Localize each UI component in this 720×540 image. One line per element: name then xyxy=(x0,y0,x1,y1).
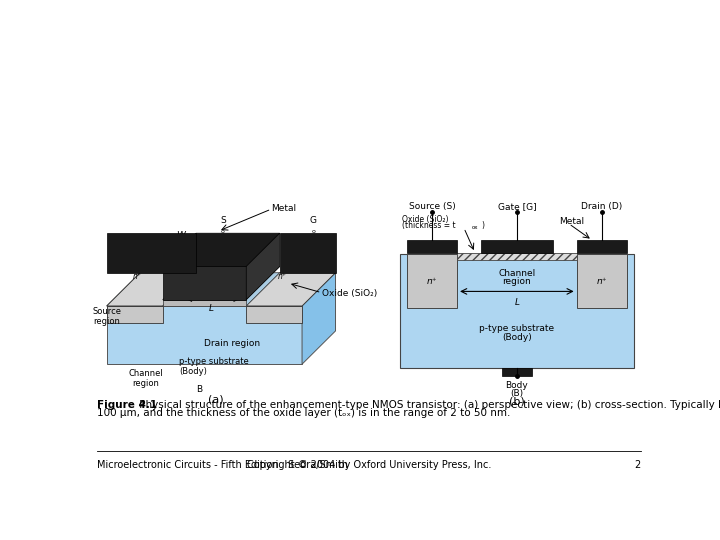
Text: (a): (a) xyxy=(208,395,223,404)
Text: Gate [G]: Gate [G] xyxy=(498,201,536,211)
Text: Oxide (SiO₂): Oxide (SiO₂) xyxy=(402,215,449,224)
Polygon shape xyxy=(163,300,246,306)
Text: ): ) xyxy=(482,221,485,230)
Polygon shape xyxy=(107,306,163,322)
Text: n⁺: n⁺ xyxy=(596,276,607,286)
Text: region: region xyxy=(503,278,531,286)
Text: n⁺: n⁺ xyxy=(278,272,287,281)
Text: Physical structure of the enhancement-type NMOS transistor: (a) perspective view: Physical structure of the enhancement-ty… xyxy=(136,400,720,409)
Text: (thickness = t: (thickness = t xyxy=(402,221,456,230)
Text: W: W xyxy=(176,231,185,240)
Text: 100 μm, and the thickness of the oxide layer (tₒₓ) is in the range of 2 to 50 nm: 100 μm, and the thickness of the oxide l… xyxy=(97,408,510,418)
Text: o: o xyxy=(221,229,225,234)
Text: o: o xyxy=(311,229,315,234)
Text: 2: 2 xyxy=(634,460,641,470)
Polygon shape xyxy=(481,240,553,253)
Polygon shape xyxy=(246,273,336,306)
Text: (Body): (Body) xyxy=(502,333,532,342)
Text: n⁺: n⁺ xyxy=(133,272,142,281)
Polygon shape xyxy=(457,253,577,260)
Polygon shape xyxy=(163,233,280,266)
Polygon shape xyxy=(577,254,627,308)
Polygon shape xyxy=(163,266,246,300)
Text: (b): (b) xyxy=(509,396,525,407)
Polygon shape xyxy=(246,306,302,322)
Text: Source
region: Source region xyxy=(93,307,122,326)
Polygon shape xyxy=(163,266,280,300)
Text: L: L xyxy=(514,298,519,307)
Polygon shape xyxy=(407,240,457,253)
Text: p-type substrate: p-type substrate xyxy=(480,325,554,333)
Polygon shape xyxy=(280,233,336,273)
Text: Source (S): Source (S) xyxy=(409,201,456,211)
Text: Metal: Metal xyxy=(559,217,584,226)
Text: B: B xyxy=(196,384,202,394)
Text: L: L xyxy=(209,304,214,313)
Text: D: D xyxy=(327,258,334,267)
Text: G: G xyxy=(310,216,317,225)
Text: Drain region: Drain region xyxy=(204,339,261,348)
Text: Metal: Metal xyxy=(271,204,297,213)
Polygon shape xyxy=(246,233,280,300)
Polygon shape xyxy=(107,273,196,306)
Polygon shape xyxy=(302,273,336,364)
Text: Body: Body xyxy=(505,381,528,390)
Polygon shape xyxy=(577,240,627,253)
Polygon shape xyxy=(107,273,336,306)
Text: Channel: Channel xyxy=(498,269,536,278)
Text: Copyright © 2004 by Oxford University Press, Inc.: Copyright © 2004 by Oxford University Pr… xyxy=(247,460,491,470)
Text: Microelectronic Circuits - Fifth Edition   Sedra/Smith: Microelectronic Circuits - Fifth Edition… xyxy=(97,460,348,470)
Text: Channel
region: Channel region xyxy=(128,369,163,388)
Text: (B): (B) xyxy=(510,389,523,398)
Text: S: S xyxy=(220,216,225,225)
Polygon shape xyxy=(502,368,532,376)
Polygon shape xyxy=(407,254,457,308)
Polygon shape xyxy=(400,254,634,368)
Polygon shape xyxy=(107,233,196,273)
Text: p-type substrate
(Body): p-type substrate (Body) xyxy=(179,356,249,376)
Text: ox: ox xyxy=(472,225,479,230)
Text: Figure 4.1: Figure 4.1 xyxy=(97,400,158,409)
Text: Drain (D): Drain (D) xyxy=(581,201,622,211)
Text: n⁺: n⁺ xyxy=(427,276,437,286)
Text: o: o xyxy=(327,266,331,271)
Text: Oxide (SiO₂): Oxide (SiO₂) xyxy=(322,289,377,298)
Polygon shape xyxy=(107,306,302,364)
